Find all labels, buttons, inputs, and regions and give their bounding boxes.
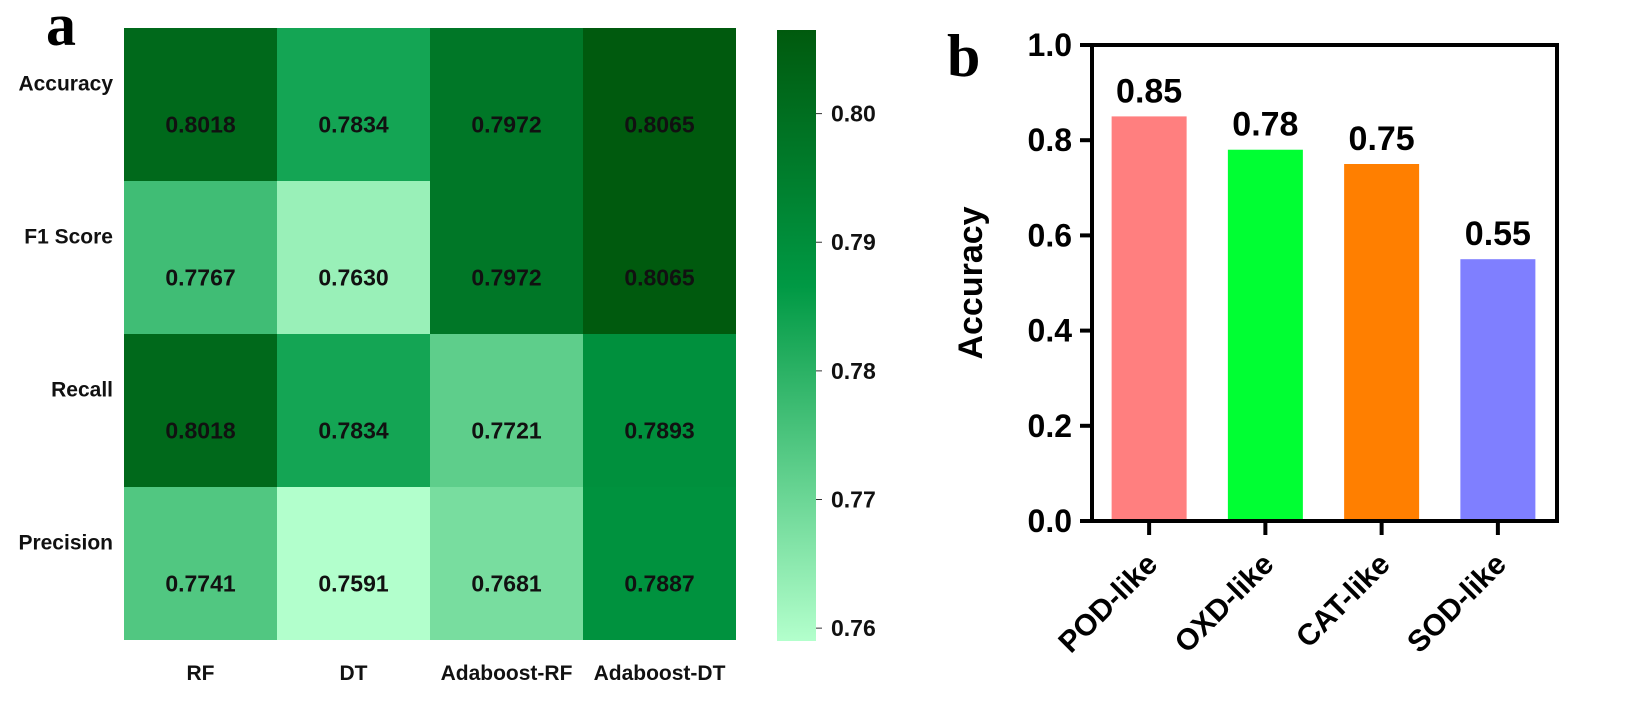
heatmap-cell xyxy=(277,28,430,181)
x-tick-label: OXD-like xyxy=(1169,548,1281,660)
bar xyxy=(1460,259,1536,519)
bar-value-label: 0.85 xyxy=(1116,72,1182,110)
heatmap-cell-label: 0.7681 xyxy=(471,571,542,597)
heatmap-cell xyxy=(277,181,430,334)
heatmap-cell-label: 0.7972 xyxy=(471,112,541,138)
heatmap-cell-label: 0.8018 xyxy=(165,418,236,444)
plot-frame xyxy=(1090,43,1559,523)
panel-label-b: b xyxy=(947,23,980,89)
heatmap-column-label: DT xyxy=(340,662,368,685)
heatmap-cell xyxy=(430,334,583,487)
heatmap-cell xyxy=(583,334,736,487)
heatmap-cell xyxy=(124,487,277,640)
colorbar-tick-label: 0.80 xyxy=(831,101,876,127)
bar-chart: 0.0 0.2 0.4 0.6 0.8 1.0 Accuracy 0.85 POD-like 0.… xyxy=(952,27,1559,660)
heatmap-cell-label: 0.7630 xyxy=(318,265,388,291)
bar-value-label: 0.78 xyxy=(1232,106,1298,144)
heatmap-cell xyxy=(430,28,583,181)
heatmap-row-label: Accuracy xyxy=(18,73,113,96)
panel-label-a: a xyxy=(46,0,76,58)
heatmap-cell xyxy=(124,181,277,334)
heatmap-column-label: Adaboost-DT xyxy=(594,662,726,685)
heatmap-cell xyxy=(583,487,736,640)
y-tick-label: 0.2 xyxy=(1028,408,1072,444)
heatmap-cell xyxy=(583,181,736,334)
y-axis-label: Accuracy xyxy=(952,206,990,359)
x-tick-label: CAT-like xyxy=(1290,548,1397,655)
colorbar-tick-label: 0.79 xyxy=(831,229,876,255)
colorbar-tick-label: 0.76 xyxy=(831,615,876,641)
heatmap-cell-label: 0.7893 xyxy=(624,418,694,444)
x-tick-label: SOD-like xyxy=(1401,548,1513,660)
heatmap-cell-label: 0.7834 xyxy=(318,112,389,138)
y-tick-label: 1.0 xyxy=(1028,27,1072,63)
bar xyxy=(1227,149,1303,519)
heatmap-cell xyxy=(124,334,277,487)
heatmap-column-label: Adaboost-RF xyxy=(441,662,573,685)
bar xyxy=(1344,164,1420,519)
heatmap-cell-label: 0.7972 xyxy=(471,265,541,291)
colorbar-tick-label: 0.77 xyxy=(831,487,876,513)
bar xyxy=(1111,116,1187,520)
heatmap-cell-label: 0.7591 xyxy=(318,571,389,597)
heatmap-cell xyxy=(583,28,736,181)
bar-value-label: 0.55 xyxy=(1465,215,1531,253)
colorbar-tick-label: 0.78 xyxy=(831,358,876,384)
heatmap-cell-label: 0.8065 xyxy=(624,265,695,291)
heatmap-cell xyxy=(277,487,430,640)
heatmap-cell xyxy=(124,28,277,181)
heatmap-cell xyxy=(430,181,583,334)
heatmap-cell-label: 0.8065 xyxy=(624,112,695,138)
y-tick-label: 0.0 xyxy=(1028,503,1072,539)
heatmap-cell-label: 0.8018 xyxy=(165,112,236,138)
heatmap-cell xyxy=(277,334,430,487)
y-tick-label: 0.6 xyxy=(1028,217,1072,253)
y-tick-label: 0.4 xyxy=(1028,313,1073,349)
heatmap-row-label: F1 Score xyxy=(24,226,113,249)
bar-value-label: 0.75 xyxy=(1349,120,1415,158)
colorbar: 0.76 0.77 0.78 0.79 0.80 xyxy=(777,30,876,641)
heatmap-cell xyxy=(430,487,583,640)
heatmap-cell-label: 0.7721 xyxy=(471,418,542,444)
heatmap-column-label: RF xyxy=(187,662,215,685)
y-tick-label: 0.8 xyxy=(1028,122,1072,158)
heatmap-cell-label: 0.7887 xyxy=(624,571,694,597)
colorbar-gradient xyxy=(777,30,816,641)
heatmap-cell-label: 0.7741 xyxy=(165,571,236,597)
heatmap-row-label: Recall xyxy=(51,379,113,402)
heatmap-chart: 0.8018 0.7834 0.7972 0.8065 0.7767 0.7630 0.79… xyxy=(18,28,736,685)
heatmap-row-label: Precision xyxy=(18,532,113,555)
x-tick-label: POD-like xyxy=(1052,548,1164,660)
heatmap-cell-label: 0.7767 xyxy=(165,265,235,291)
heatmap-cell-label: 0.7834 xyxy=(318,418,389,444)
